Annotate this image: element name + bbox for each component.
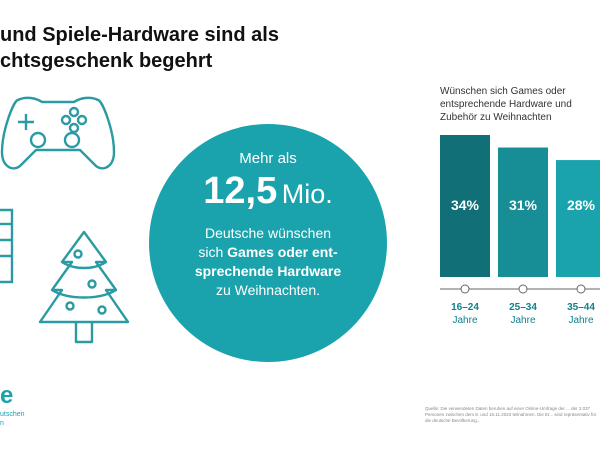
gamepad-icon (0, 96, 116, 170)
bar-35–44 (556, 160, 600, 277)
highlight-desc-2b: Games oder ent- (227, 244, 338, 260)
brand-subtitle: utschen n (0, 410, 25, 428)
title-line-2: chtsgeschenk begehrt (0, 50, 213, 72)
chart-title: Wünschen sich Games oder entsprechende H… (440, 85, 600, 124)
highlight-circle: Mehr als 12,5 Mio. Deutsche wünschen sic… (149, 124, 387, 362)
category-sublabel: Jahre (452, 315, 477, 326)
title-line-1: und Spiele-Hardware sind als (0, 24, 279, 46)
category-label: 25–34 (509, 302, 537, 313)
category-sublabel: Jahre (510, 315, 535, 326)
axis-marker (576, 284, 586, 294)
icon-group (0, 96, 130, 344)
highlight-desc-3: sprechende Hardware (194, 263, 342, 279)
highlight-unit: Mio. (281, 179, 333, 209)
chart-title-line-2: entsprechende Hardware und (440, 99, 572, 110)
bar-25–34 (498, 147, 548, 277)
brand-sub-line-1: utschen (0, 411, 25, 418)
gift-box-icon (0, 208, 14, 284)
highlight-figure: 12,5 Mio. (149, 170, 387, 213)
highlight-description: Deutsche wünschen sich Games oder ent- s… (171, 224, 365, 300)
christmas-tree-icon (38, 230, 130, 344)
source-note: Quelle: Die verwendeten Daten beruhen au… (425, 406, 597, 423)
bar-value-label: 28% (567, 197, 596, 213)
highlight-desc-line-3: sprechende Hardware (171, 262, 365, 281)
highlight-number: 12,5 (203, 170, 278, 212)
highlight-pre: Mehr als (239, 150, 297, 167)
bar-16–24 (440, 135, 490, 277)
bar-value-label: 34% (451, 197, 480, 213)
bar-value-label: 31% (509, 197, 538, 213)
brand-logo: e (0, 382, 14, 409)
axis-marker (518, 284, 528, 294)
highlight-desc-line-4: zu Weihnachten. (215, 282, 321, 298)
highlight-desc-2a: sich (198, 244, 228, 260)
category-sublabel: Jahre (568, 315, 593, 326)
highlight-desc-line-1: Deutsche wünschen (204, 225, 332, 241)
category-label: 16–24 (451, 302, 479, 313)
page-title: und Spiele-Hardware sind als chtsgeschen… (0, 22, 320, 74)
highlight-desc-line-2: sich Games oder ent- (171, 243, 365, 262)
chart-title-line-3: Zubehör zu Weihnachten (440, 112, 552, 123)
axis-marker (460, 284, 470, 294)
brand-sub-line-2: n (0, 420, 4, 427)
category-label: 35–44 (567, 302, 595, 313)
chart-title-line-1: Wünschen sich Games oder (440, 86, 566, 97)
